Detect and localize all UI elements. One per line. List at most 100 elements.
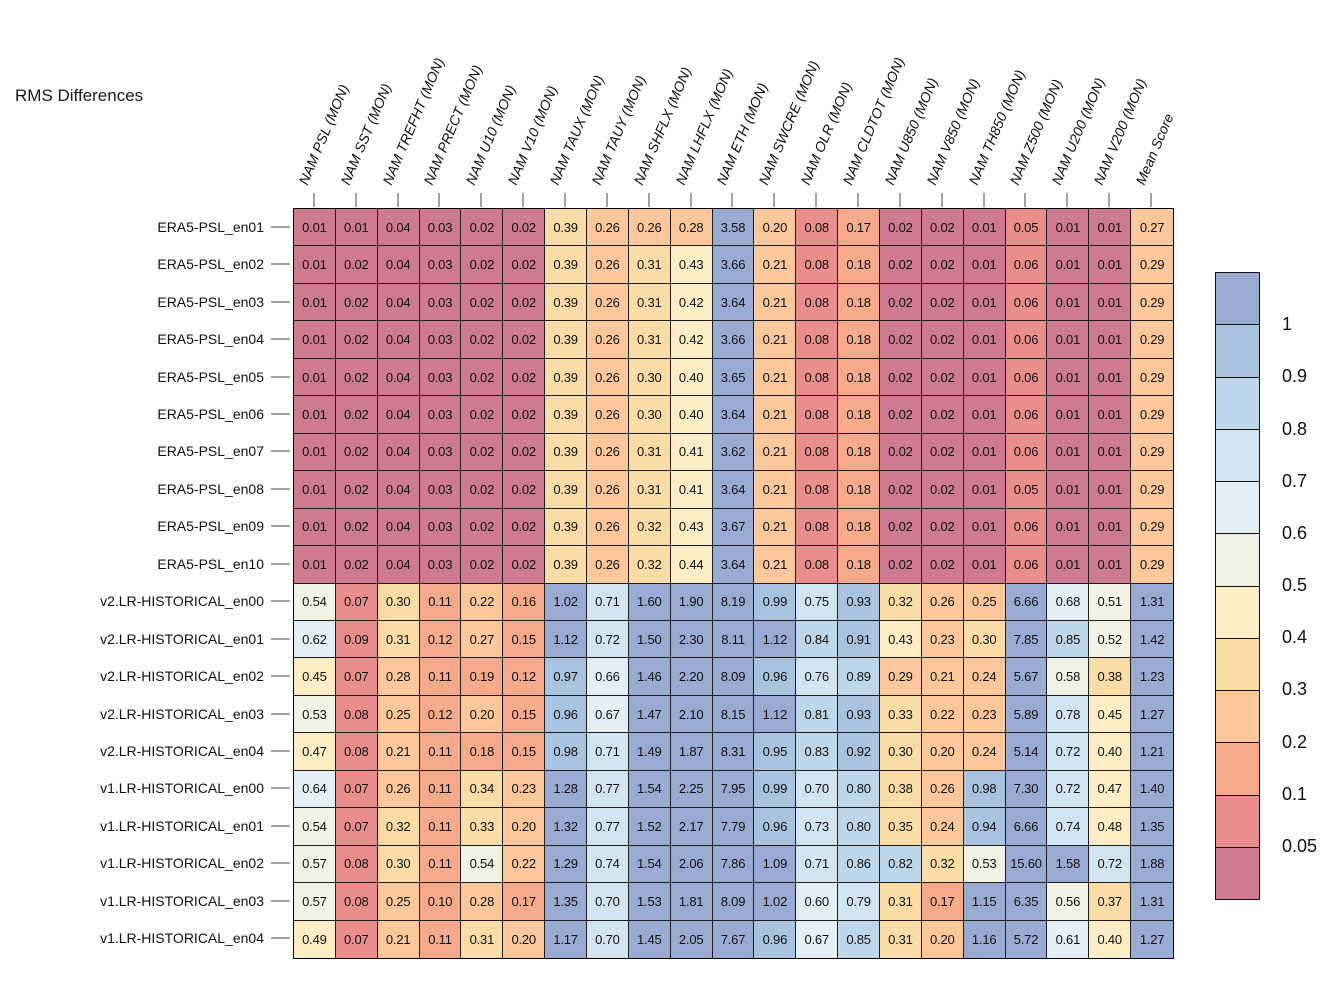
heatmap-cell: 0.18 [461,733,504,771]
heatmap-cell: 0.78 [1047,695,1090,734]
heatmap-cell: 0.99 [754,770,797,809]
row-label: v1.LR-HISTORICAL_en01 [100,817,264,834]
heatmap-cell: 1.12 [754,620,797,659]
heatmap-cell: 0.24 [921,808,964,846]
heatmap-cell: 0.40 [670,396,713,434]
heatmap-cell: 0.02 [921,433,964,472]
row-label: v1.LR-HISTORICAL_en03 [100,892,264,909]
heatmap-cell: 0.98 [963,770,1006,809]
heatmap-cell: 0.21 [754,433,797,472]
column-tick [1024,193,1027,207]
heatmap-cell: 0.06 [1005,283,1048,322]
heatmap-cell: 0.02 [461,471,504,509]
heatmap-cell: 0.52 [1089,620,1132,659]
heatmap-cell: 0.99 [754,583,797,621]
heatmap-cell: 0.26 [587,321,629,359]
colorbar-segment [1216,325,1259,378]
heatmap-cell: 0.03 [419,396,462,434]
heatmap-cell: 0.11 [419,920,462,958]
heatmap-cell: 0.43 [670,508,713,547]
heatmap-cell: 0.26 [587,246,629,284]
heatmap-cell: 0.02 [461,358,504,397]
heatmap-cell: 0.09 [335,620,378,659]
heatmap-cell: 0.03 [419,358,462,397]
heatmap-cell: 8.31 [712,733,755,771]
row-tick [271,787,290,790]
heatmap-cell: 0.51 [1089,583,1132,621]
heatmap-cell: 0.71 [796,845,839,884]
heatmap-cell: 0.01 [963,246,1006,284]
heatmap-cell: 0.01 [1047,433,1090,472]
column-tick [396,193,399,207]
heatmap-cell: 0.43 [670,246,713,284]
heatmap-cell: 0.38 [1089,658,1132,696]
heatmap-cell: 1.54 [628,845,671,884]
heatmap-cell: 6.66 [1005,808,1048,846]
heatmap-cell: 0.01 [1089,209,1132,247]
heatmap-cell: 0.31 [880,920,922,958]
heatmap-cell: 0.70 [587,883,629,921]
heatmap-cell: 0.01 [294,283,336,322]
heatmap-cell: 0.01 [1089,283,1132,322]
heatmap-cell: 0.96 [754,808,797,846]
heatmap-cell: 0.39 [545,283,587,322]
heatmap-cell: 0.80 [838,770,880,809]
heatmap-cell: 0.11 [419,808,462,846]
heatmap-cell: 1.49 [628,733,671,771]
colorbar-segment [1216,743,1259,796]
row-label: ERA5-PSL_en04 [157,331,264,348]
heatmap-cell: 0.85 [838,920,880,958]
heatmap-cell: 0.25 [377,883,420,921]
heatmap-cell: 0.30 [377,583,420,621]
heatmap-cell: 0.02 [880,283,922,322]
heatmap-cell: 0.24 [963,658,1006,696]
heatmap-cell: 0.26 [587,508,629,547]
heatmap-cell: 0.68 [1047,583,1090,621]
heatmap-cell: 0.01 [1047,246,1090,284]
heatmap-cell: 3.66 [712,321,755,359]
heatmap-cell: 0.03 [419,508,462,547]
column-tick [940,193,943,207]
heatmap-cell: 1.31 [1131,583,1173,621]
heatmap-cell: 0.05 [1005,209,1048,247]
heatmap-cell: 0.76 [796,658,839,696]
heatmap-cell: 0.28 [670,209,713,247]
heatmap-cell: 0.57 [294,845,336,884]
heatmap-cell: 0.53 [963,845,1006,884]
heatmap-cell: 0.34 [461,770,504,809]
heatmap-cell: 0.01 [963,321,1006,359]
heatmap-cell: 0.02 [921,209,964,247]
heatmap-cell: 0.98 [545,733,587,771]
row-tick [271,225,290,228]
heatmap-cell: 1.02 [754,883,797,921]
heatmap-cell: 0.39 [545,471,587,509]
heatmap-cell: 0.20 [754,209,797,247]
heatmap-cell: 0.26 [587,546,629,584]
heatmap-cell: 0.18 [838,546,880,584]
row-tick [271,899,290,902]
colorbar-segment [1216,534,1259,587]
heatmap-cell: 0.40 [1089,920,1132,958]
heatmap-cell: 0.11 [419,845,462,884]
heatmap-cell: 1.32 [545,808,587,846]
heatmap-cell: 0.01 [1047,209,1090,247]
heatmap-cell: 1.12 [545,620,587,659]
heatmap-cell: 3.66 [712,246,755,284]
column-tick [647,193,650,207]
row-label: ERA5-PSL_en02 [157,256,264,273]
heatmap-cell: 3.64 [712,283,755,322]
row-tick [271,412,290,415]
row-label: v2.LR-HISTORICAL_en00 [100,593,264,610]
heatmap-cell: 0.01 [294,321,336,359]
heatmap-cell: 0.47 [294,733,336,771]
row-tick [271,300,290,303]
heatmap-cell: 0.20 [461,695,504,734]
heatmap-cell: 0.91 [838,620,880,659]
heatmap-cell: 0.26 [587,433,629,472]
heatmap-cell: 1.54 [628,770,671,809]
heatmap-cell: 0.02 [461,209,504,247]
heatmap-cell: 0.02 [921,546,964,584]
heatmap-cell: 0.72 [1089,845,1132,884]
heatmap-cell: 5.14 [1005,733,1048,771]
heatmap-cell: 1.23 [1131,658,1173,696]
